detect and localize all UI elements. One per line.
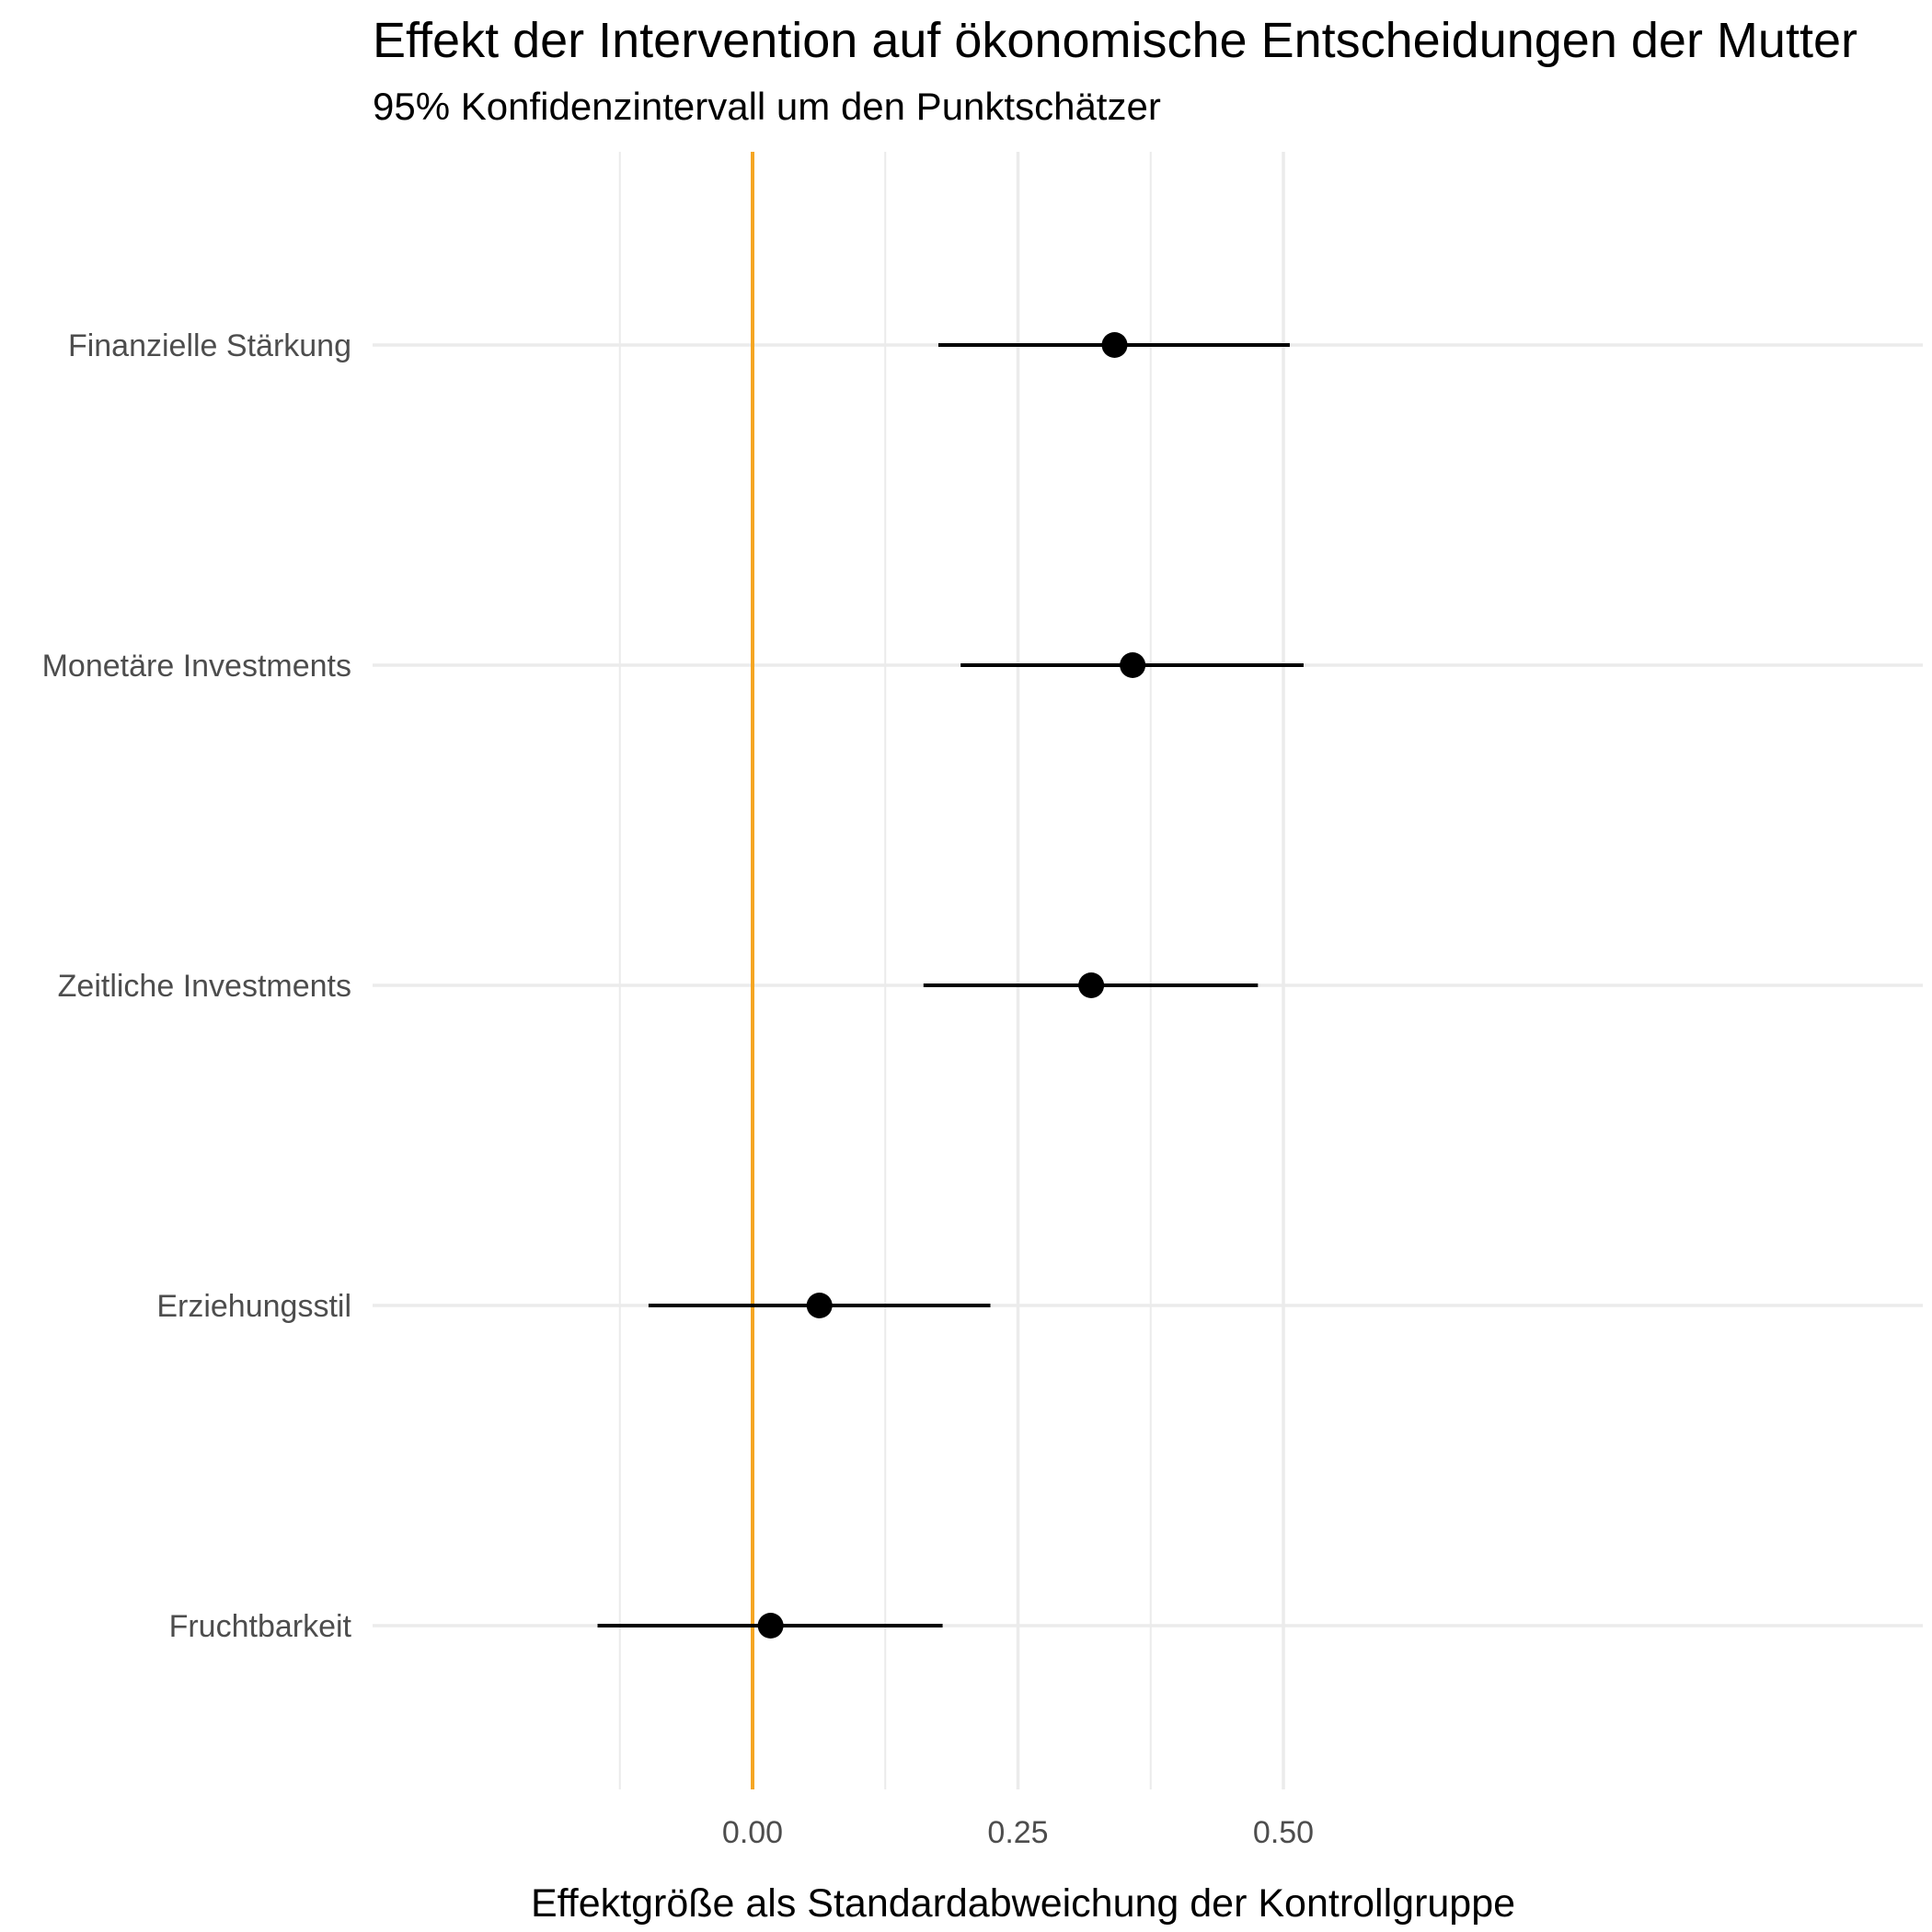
chart-title: Effekt der Intervention auf ökonomische …: [373, 13, 1857, 68]
x-tick-label: 0.25: [987, 1815, 1048, 1850]
y-tick-label: Zeitliche Investments: [58, 969, 351, 1004]
x-axis-labels: 0.00 0.25 0.50: [722, 1815, 1314, 1850]
y-tick-label: Monetäre Investments: [42, 649, 351, 684]
y-axis-labels: Finanzielle Stärkung Monetäre Investments…: [42, 328, 352, 1644]
point-estimate: [1078, 972, 1105, 998]
grid-major: [373, 152, 1923, 1789]
y-tick-label: Fruchtbarkeit: [169, 1609, 352, 1644]
point-estimate: [1101, 332, 1128, 358]
x-axis-title: Effektgröße als Standardabweichung der K…: [531, 1881, 1515, 1926]
x-tick-label: 0.50: [1253, 1815, 1314, 1850]
x-tick-label: 0.00: [722, 1815, 783, 1850]
y-tick-label: Erziehungsstil: [156, 1289, 351, 1324]
chart-subtitle: 95% Konfidenzintervall um den Punktschät…: [373, 85, 1161, 128]
data-marks: [597, 332, 1304, 1639]
point-estimate: [757, 1613, 784, 1639]
y-tick-label: Finanzielle Stärkung: [68, 328, 351, 363]
point-estimate: [1120, 652, 1146, 678]
point-estimate: [806, 1293, 833, 1318]
grid-minor: [618, 152, 1152, 1789]
